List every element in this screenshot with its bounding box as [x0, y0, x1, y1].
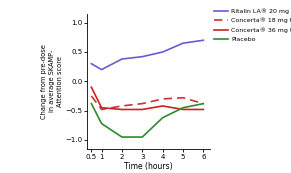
Legend: Ritalin LA® 20 mg capsule, Concerta® 18 mg tablet, Concerta® 36 mg tablet, Place: Ritalin LA® 20 mg capsule, Concerta® 18 … — [214, 8, 291, 42]
X-axis label: Time (hours): Time (hours) — [124, 162, 173, 171]
Y-axis label: Change from pre-dose
in average SKAMP-
Attention score: Change from pre-dose in average SKAMP- A… — [40, 44, 63, 119]
